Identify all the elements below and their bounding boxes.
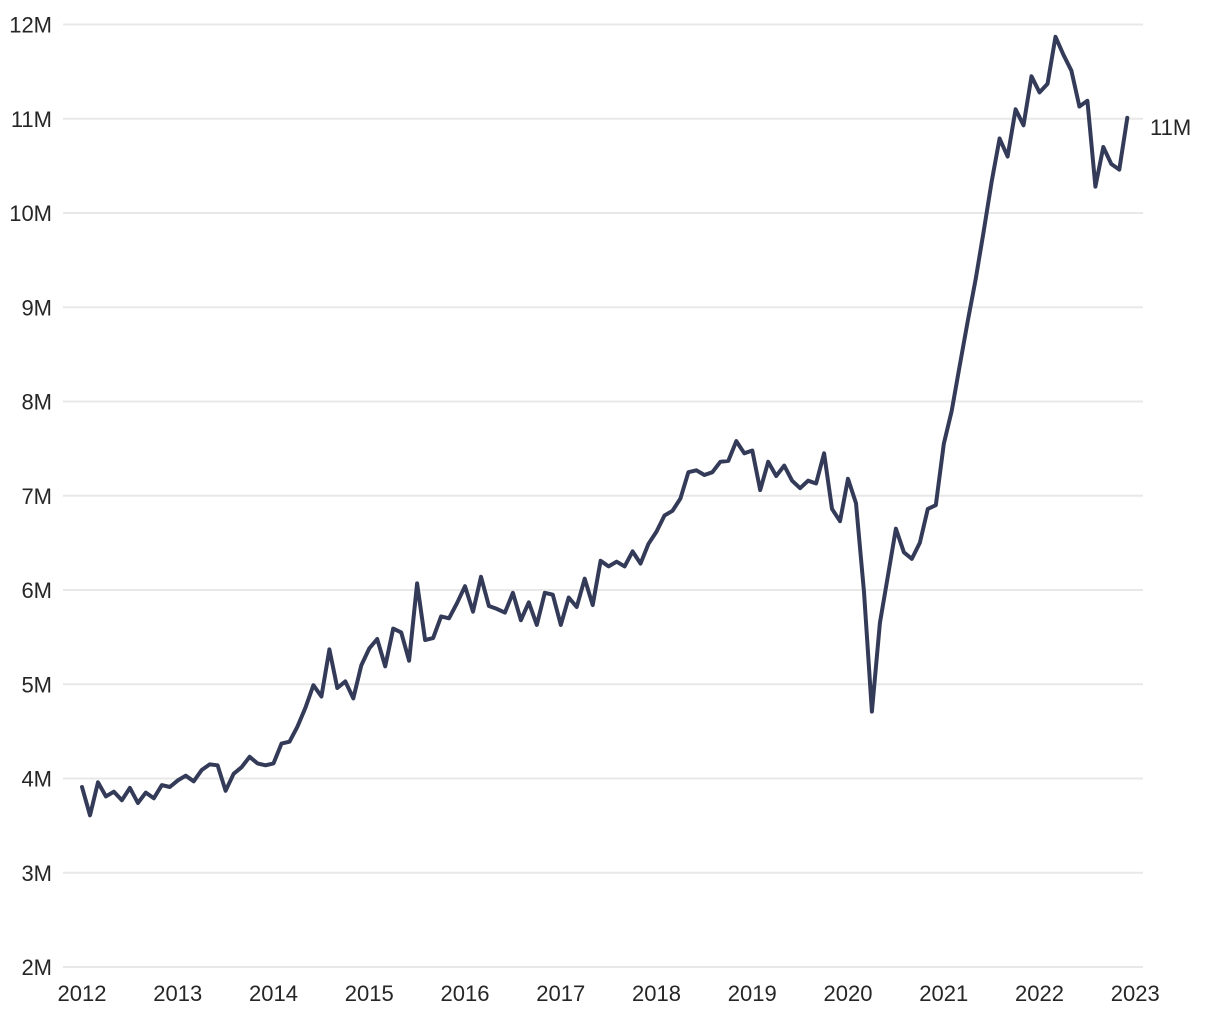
- y-tick-label: 7M: [21, 484, 52, 509]
- x-tick-label: 2013: [153, 981, 202, 1006]
- x-tick-label: 2018: [632, 981, 681, 1006]
- gridlines: [63, 23, 1143, 968]
- y-tick-label: 10M: [9, 201, 52, 226]
- y-tick-label: 2M: [21, 955, 52, 980]
- x-tick-label: 2022: [1015, 981, 1064, 1006]
- x-tick-label: 2021: [919, 981, 968, 1006]
- data-line-series: [80, 34, 1130, 818]
- y-tick-label: 6M: [21, 578, 52, 603]
- x-tick-label: 2016: [441, 981, 490, 1006]
- y-tick-label: 9M: [21, 295, 52, 320]
- y-tick-label: 3M: [21, 861, 52, 886]
- y-tick-label: 11M: [11, 107, 52, 132]
- series-end-value-label: 11M: [1150, 115, 1191, 140]
- y-tick-label: 12M: [9, 13, 52, 38]
- y-tick-label: 8M: [21, 390, 52, 415]
- x-axis-labels: 2012 2013 2014 2015 2016 2017 2018 2019 2020 2021…: [58, 981, 1160, 1006]
- x-tick-label: 2017: [536, 981, 585, 1006]
- y-tick-label: 5M: [21, 672, 52, 697]
- x-tick-label: 2015: [345, 981, 394, 1006]
- x-tick-label: 2019: [728, 981, 777, 1006]
- y-tick-label: 4M: [21, 767, 52, 792]
- x-tick-label: 2023: [1111, 981, 1160, 1006]
- x-tick-label: 2020: [824, 981, 873, 1006]
- x-tick-label: 2012: [58, 981, 107, 1006]
- y-axis-labels: 2M 3M 4M 5M 6M 7M 8M 9M 10M 11M 12M: [9, 13, 52, 981]
- x-tick-label: 2014: [249, 981, 298, 1006]
